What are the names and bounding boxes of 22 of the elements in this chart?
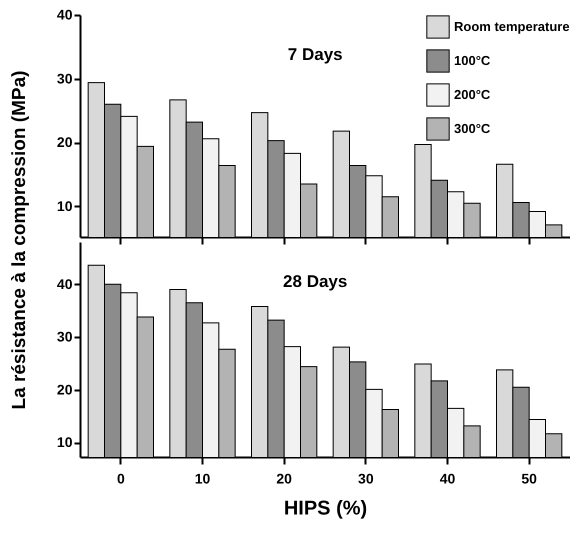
x-tick-label: 10 (194, 470, 210, 486)
legend-label: Room temperature (454, 19, 570, 34)
y-tick-label: 20 (56, 134, 73, 150)
y-tick-label: 10 (56, 198, 73, 214)
x-tick-label: 50 (521, 470, 538, 486)
y-tick-label: 10 (56, 434, 73, 450)
y-axis-title: La résistance à la compression (MPa) (9, 70, 31, 410)
x-tick-label: 20 (276, 470, 292, 486)
legend-label: 200°C (454, 87, 491, 102)
y-tick-label: 30 (56, 328, 73, 345)
x-tick-label: 40 (440, 470, 456, 486)
y-tick-label: 40 (56, 6, 73, 22)
y-tick-label: 30 (56, 70, 73, 86)
legend-label: 300°C (454, 121, 491, 136)
x-tick-label: 0 (116, 470, 125, 486)
text: 28 Days (283, 272, 348, 291)
y-tick-label: 20 (56, 381, 73, 398)
x-axis-title: HIPS (%) (284, 498, 368, 520)
text: 7 Days (288, 45, 343, 64)
legend-label: 100°C (454, 53, 491, 68)
y-tick-label: 40 (56, 276, 73, 292)
x-tick-label: 30 (358, 470, 374, 486)
